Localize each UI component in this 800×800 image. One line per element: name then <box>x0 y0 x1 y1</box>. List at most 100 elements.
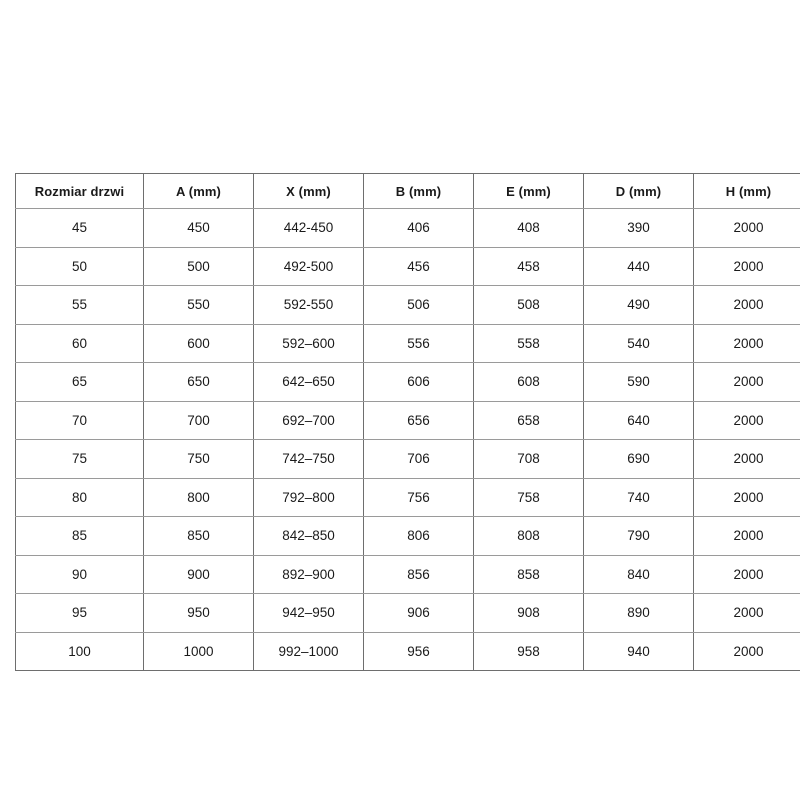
cell-b: 656 <box>363 401 474 440</box>
cell-h: 2000 <box>693 362 800 402</box>
cell-a: 550 <box>143 285 254 325</box>
cell-h: 2000 <box>693 593 800 633</box>
cell-e: 958 <box>473 632 584 671</box>
cell-door-size: 80 <box>15 478 144 517</box>
column-header-a: A (mm) <box>143 173 254 209</box>
cell-e: 558 <box>473 324 584 363</box>
column-header-h: H (mm) <box>693 173 800 209</box>
cell-x: 942–950 <box>253 593 364 633</box>
cell-a: 650 <box>143 362 254 402</box>
cell-e: 908 <box>473 593 584 633</box>
cell-x: 442-450 <box>253 208 364 248</box>
cell-x: 742–750 <box>253 439 364 479</box>
table-row: 85 850 842–850 806 808 790 2000 <box>15 516 800 556</box>
cell-h: 2000 <box>693 439 800 479</box>
cell-e: 508 <box>473 285 584 325</box>
cell-a: 750 <box>143 439 254 479</box>
cell-x: 992–1000 <box>253 632 364 671</box>
cell-h: 2000 <box>693 208 800 248</box>
cell-door-size: 100 <box>15 632 144 671</box>
door-size-spec-table: Rozmiar drzwi A (mm) X (mm) B (mm) E (mm… <box>15 173 800 671</box>
table-row: 60 600 592–600 556 558 540 2000 <box>15 324 800 363</box>
cell-a: 900 <box>143 555 254 594</box>
cell-door-size: 50 <box>15 247 144 286</box>
cell-b: 556 <box>363 324 474 363</box>
cell-a: 850 <box>143 516 254 556</box>
cell-door-size: 60 <box>15 324 144 363</box>
cell-a: 800 <box>143 478 254 517</box>
cell-door-size: 90 <box>15 555 144 594</box>
cell-h: 2000 <box>693 555 800 594</box>
cell-b: 906 <box>363 593 474 633</box>
cell-a: 950 <box>143 593 254 633</box>
cell-d: 440 <box>583 247 694 286</box>
cell-x: 592-550 <box>253 285 364 325</box>
table-header: Rozmiar drzwi A (mm) X (mm) B (mm) E (mm… <box>15 173 800 209</box>
table-row: 75 750 742–750 706 708 690 2000 <box>15 439 800 479</box>
cell-e: 758 <box>473 478 584 517</box>
table-row: 55 550 592-550 506 508 490 2000 <box>15 285 800 325</box>
cell-d: 590 <box>583 362 694 402</box>
table-header-row: Rozmiar drzwi A (mm) X (mm) B (mm) E (mm… <box>15 173 800 209</box>
table-row: 70 700 692–700 656 658 640 2000 <box>15 401 800 440</box>
cell-d: 390 <box>583 208 694 248</box>
cell-b: 456 <box>363 247 474 286</box>
cell-h: 2000 <box>693 401 800 440</box>
table-body: 45 450 442-450 406 408 390 2000 50 500 4… <box>15 208 800 671</box>
cell-b: 606 <box>363 362 474 402</box>
cell-d: 540 <box>583 324 694 363</box>
column-header-x: X (mm) <box>253 173 364 209</box>
cell-b: 806 <box>363 516 474 556</box>
cell-d: 940 <box>583 632 694 671</box>
cell-h: 2000 <box>693 285 800 325</box>
cell-a: 700 <box>143 401 254 440</box>
cell-d: 690 <box>583 439 694 479</box>
cell-e: 858 <box>473 555 584 594</box>
cell-a: 450 <box>143 208 254 248</box>
cell-x: 842–850 <box>253 516 364 556</box>
cell-x: 642–650 <box>253 362 364 402</box>
cell-d: 890 <box>583 593 694 633</box>
cell-door-size: 75 <box>15 439 144 479</box>
cell-door-size: 65 <box>15 362 144 402</box>
cell-h: 2000 <box>693 247 800 286</box>
table-row: 65 650 642–650 606 608 590 2000 <box>15 362 800 402</box>
cell-d: 640 <box>583 401 694 440</box>
cell-h: 2000 <box>693 632 800 671</box>
cell-e: 658 <box>473 401 584 440</box>
cell-door-size: 55 <box>15 285 144 325</box>
cell-e: 458 <box>473 247 584 286</box>
cell-door-size: 95 <box>15 593 144 633</box>
table-row: 95 950 942–950 906 908 890 2000 <box>15 593 800 633</box>
column-header-b: B (mm) <box>363 173 474 209</box>
cell-d: 840 <box>583 555 694 594</box>
cell-d: 740 <box>583 478 694 517</box>
table-row: 80 800 792–800 756 758 740 2000 <box>15 478 800 517</box>
table-row: 90 900 892–900 856 858 840 2000 <box>15 555 800 594</box>
cell-door-size: 85 <box>15 516 144 556</box>
cell-x: 792–800 <box>253 478 364 517</box>
cell-h: 2000 <box>693 516 800 556</box>
cell-h: 2000 <box>693 478 800 517</box>
cell-b: 856 <box>363 555 474 594</box>
door-size-spec-table-container: Rozmiar drzwi A (mm) X (mm) B (mm) E (mm… <box>15 173 800 671</box>
column-header-e: E (mm) <box>473 173 584 209</box>
cell-door-size: 45 <box>15 208 144 248</box>
cell-a: 600 <box>143 324 254 363</box>
cell-a: 500 <box>143 247 254 286</box>
cell-b: 406 <box>363 208 474 248</box>
cell-e: 408 <box>473 208 584 248</box>
cell-x: 892–900 <box>253 555 364 594</box>
cell-e: 608 <box>473 362 584 402</box>
cell-a: 1000 <box>143 632 254 671</box>
cell-door-size: 70 <box>15 401 144 440</box>
cell-x: 692–700 <box>253 401 364 440</box>
table-row: 50 500 492-500 456 458 440 2000 <box>15 247 800 286</box>
cell-b: 506 <box>363 285 474 325</box>
cell-b: 706 <box>363 439 474 479</box>
column-header-door-size: Rozmiar drzwi <box>15 173 144 209</box>
cell-d: 490 <box>583 285 694 325</box>
cell-b: 756 <box>363 478 474 517</box>
cell-d: 790 <box>583 516 694 556</box>
cell-x: 492-500 <box>253 247 364 286</box>
